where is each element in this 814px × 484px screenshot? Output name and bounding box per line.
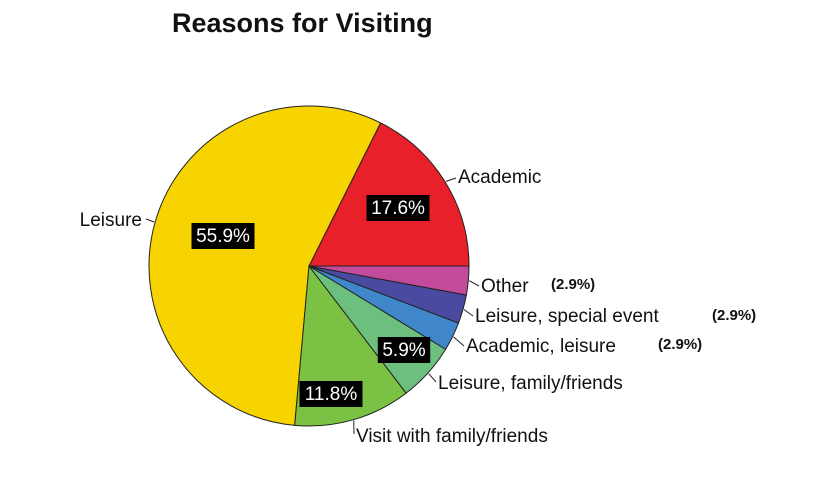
percent-label: 11.8% bbox=[299, 381, 363, 407]
svg-text:55.9%: 55.9% bbox=[196, 226, 250, 247]
percent-label-small: (2.9%) bbox=[658, 336, 702, 353]
chart-title: Reasons for Visiting bbox=[172, 8, 433, 38]
leader-line bbox=[145, 218, 155, 223]
percent-labels: 17.6% 55.9% 11.8% 5.9% bbox=[191, 195, 431, 407]
category-label: Visit with family/friends bbox=[356, 426, 548, 447]
category-label: Leisure, family/friends bbox=[438, 373, 623, 394]
pie-slices bbox=[148, 105, 470, 427]
percent-label: 17.6% bbox=[366, 195, 430, 221]
category-labels: Academic Leisure Visit with family/friends… bbox=[80, 167, 757, 447]
leader-line bbox=[428, 373, 437, 383]
pie-slice-leisure bbox=[148, 105, 382, 426]
svg-text:5.9%: 5.9% bbox=[382, 340, 425, 361]
pie-slice-academic bbox=[308, 122, 470, 267]
percent-label: 55.9% bbox=[191, 223, 255, 249]
leader-line bbox=[445, 177, 457, 182]
percent-label-small: (2.9%) bbox=[551, 276, 595, 293]
leader-line bbox=[463, 309, 474, 317]
percent-label-small: (2.9%) bbox=[712, 307, 756, 324]
category-label: Leisure bbox=[80, 210, 142, 231]
svg-text:17.6%: 17.6% bbox=[371, 198, 425, 219]
category-label: Other bbox=[481, 276, 529, 297]
leader-lines bbox=[145, 177, 480, 435]
category-label: Leisure, special event bbox=[475, 306, 659, 327]
svg-text:11.8%: 11.8% bbox=[305, 384, 358, 405]
pie-slice-other bbox=[308, 265, 470, 296]
leader-line bbox=[469, 280, 480, 287]
category-label: Academic, leisure bbox=[466, 336, 616, 357]
leader-line bbox=[453, 336, 465, 347]
percent-label: 5.9% bbox=[377, 337, 431, 363]
category-label: Academic bbox=[458, 167, 541, 188]
